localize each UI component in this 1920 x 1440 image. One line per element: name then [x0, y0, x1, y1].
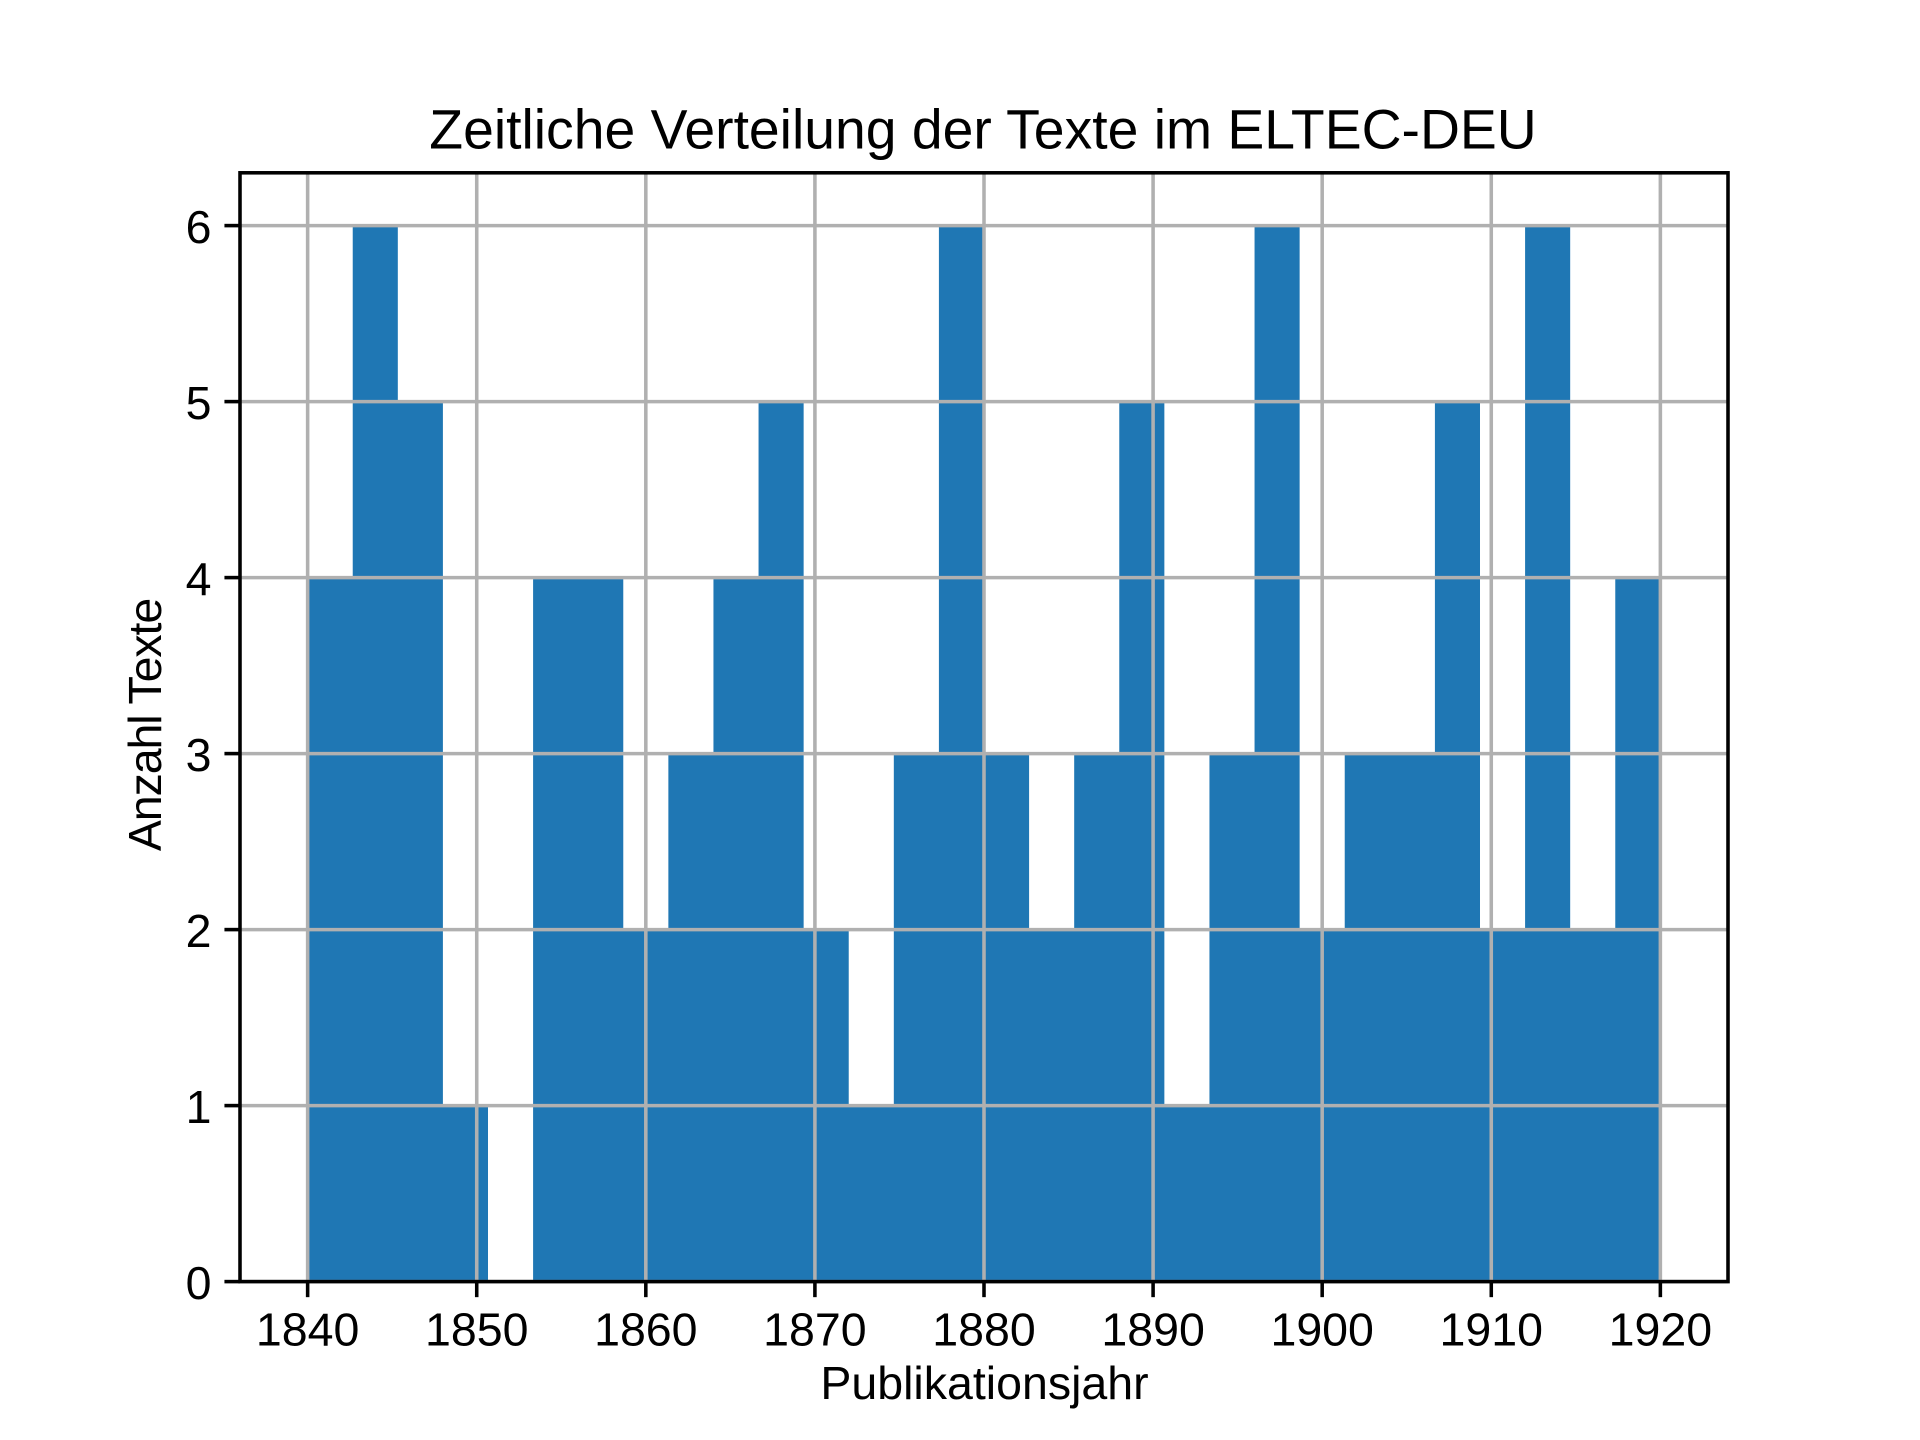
svg-text:1900: 1900: [1270, 1303, 1373, 1355]
svg-text:6: 6: [186, 201, 212, 253]
svg-text:2: 2: [186, 905, 212, 957]
svg-text:1910: 1910: [1440, 1303, 1543, 1355]
svg-text:4: 4: [186, 553, 212, 605]
svg-text:1850: 1850: [425, 1303, 528, 1355]
svg-text:1880: 1880: [932, 1303, 1035, 1355]
svg-text:1860: 1860: [594, 1303, 697, 1355]
svg-text:5: 5: [186, 377, 212, 429]
svg-text:1: 1: [186, 1081, 212, 1133]
svg-text:Publikationsjahr: Publikationsjahr: [820, 1357, 1148, 1409]
svg-text:1870: 1870: [763, 1303, 866, 1355]
svg-text:0: 0: [186, 1257, 212, 1309]
svg-text:1920: 1920: [1609, 1303, 1712, 1355]
svg-text:1840: 1840: [256, 1303, 359, 1355]
svg-text:3: 3: [186, 729, 212, 781]
svg-text:1890: 1890: [1101, 1303, 1204, 1355]
svg-text:Anzahl Texte: Anzahl Texte: [119, 599, 171, 851]
svg-text:Zeitliche Verteilung der Texte: Zeitliche Verteilung der Texte im ELTEC-…: [429, 98, 1536, 160]
